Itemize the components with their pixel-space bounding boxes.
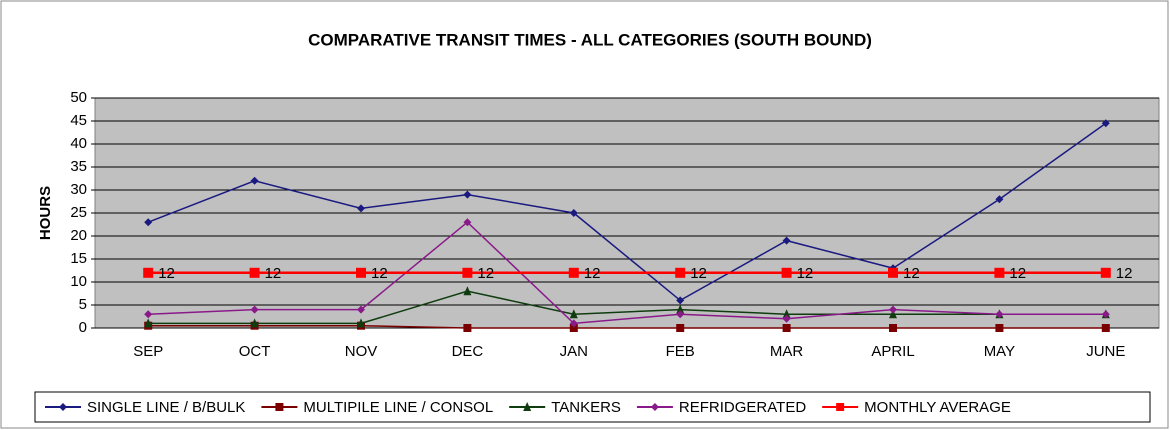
legend-label: MONTHLY AVERAGE	[864, 399, 1011, 416]
marker	[569, 309, 578, 319]
y-tick-label: 40	[70, 135, 87, 152]
marker	[462, 267, 473, 278]
x-tick-label: OCT	[239, 343, 271, 360]
marker	[782, 236, 791, 245]
marker	[1101, 310, 1110, 319]
marker	[995, 310, 1004, 319]
y-tick-label: 15	[70, 250, 87, 267]
data-label: 12	[158, 265, 175, 282]
marker	[889, 324, 897, 332]
series-line	[148, 290, 1106, 325]
data-label: 12	[265, 265, 282, 282]
marker	[144, 318, 153, 328]
marker	[995, 324, 1004, 332]
y-tick-label: 5	[79, 296, 87, 313]
x-tick-label: MAY	[984, 343, 1015, 360]
marker	[250, 318, 259, 328]
x-tick-label: JUNE	[1086, 343, 1125, 360]
marker	[836, 403, 845, 411]
marker	[463, 286, 472, 296]
marker	[144, 310, 153, 319]
marker	[782, 314, 791, 323]
legend-label: MULTIPILE LINE / CONSOL	[303, 399, 493, 416]
y-tick-label: 45	[70, 112, 87, 129]
marker	[144, 218, 153, 227]
legend-label: REFRIDGERATED	[679, 399, 806, 416]
marker	[249, 267, 260, 278]
marker	[356, 267, 366, 278]
series-line	[148, 324, 1106, 329]
marker	[357, 318, 365, 328]
data-label: 12	[797, 265, 814, 282]
marker	[250, 305, 259, 314]
y-tick-label: 0	[79, 319, 87, 336]
marker	[250, 176, 259, 185]
x-tick-label: MAR	[770, 343, 804, 360]
marker	[889, 309, 897, 319]
marker	[275, 403, 284, 411]
chart-title: COMPARATIVE TRANSIT TIMES - ALL CATEGORI…	[308, 30, 872, 49]
y-tick-label: 10	[70, 273, 87, 290]
marker	[568, 267, 579, 278]
x-tick-label: JAN	[560, 343, 588, 360]
legend-label: SINGLE LINE / B/BULK	[87, 399, 245, 416]
marker	[463, 190, 472, 199]
marker	[569, 319, 578, 328]
marker	[650, 403, 659, 411]
y-tick-label: 30	[70, 181, 87, 198]
legend-box	[34, 391, 1151, 423]
marker	[781, 267, 792, 278]
marker	[569, 324, 578, 332]
marker	[676, 296, 685, 305]
marker	[889, 305, 897, 314]
marker	[994, 267, 1005, 278]
marker	[1101, 324, 1110, 332]
y-tick-label: 25	[70, 204, 87, 221]
marker	[676, 310, 685, 319]
marker	[675, 267, 686, 278]
marker	[569, 209, 578, 217]
marker	[676, 324, 685, 332]
marker	[357, 305, 365, 314]
x-tick-label: NOV	[345, 343, 378, 360]
marker	[676, 304, 685, 314]
data-label: 12	[1116, 265, 1133, 282]
marker	[782, 309, 791, 319]
series-line	[147, 122, 1107, 302]
y-axis-label: HOURS	[37, 186, 54, 240]
legend-label: TANKERS	[551, 399, 621, 416]
x-tick-label: DEC	[452, 343, 484, 360]
marker	[1101, 119, 1110, 128]
data-label: 12	[903, 265, 920, 282]
x-tick-label: SEP	[133, 343, 163, 360]
marker	[463, 324, 472, 332]
y-tick-label: 20	[70, 227, 87, 244]
marker	[888, 267, 898, 278]
data-label: 12	[477, 265, 494, 282]
y-tick-label: 50	[70, 89, 87, 106]
marker	[523, 402, 532, 411]
marker	[463, 218, 472, 227]
marker	[357, 204, 365, 213]
marker	[995, 195, 1004, 204]
marker	[1100, 267, 1111, 278]
data-label: 12	[371, 265, 388, 282]
data-label: 12	[584, 265, 601, 282]
y-tick-label: 35	[70, 158, 87, 175]
series-line	[148, 221, 1106, 325]
data-label: 12	[1009, 265, 1026, 282]
marker	[143, 267, 154, 278]
marker	[782, 324, 791, 332]
marker	[59, 403, 67, 411]
data-label: 12	[690, 265, 707, 282]
x-tick-label: FEB	[666, 343, 695, 360]
x-tick-label: APRIL	[871, 343, 914, 360]
